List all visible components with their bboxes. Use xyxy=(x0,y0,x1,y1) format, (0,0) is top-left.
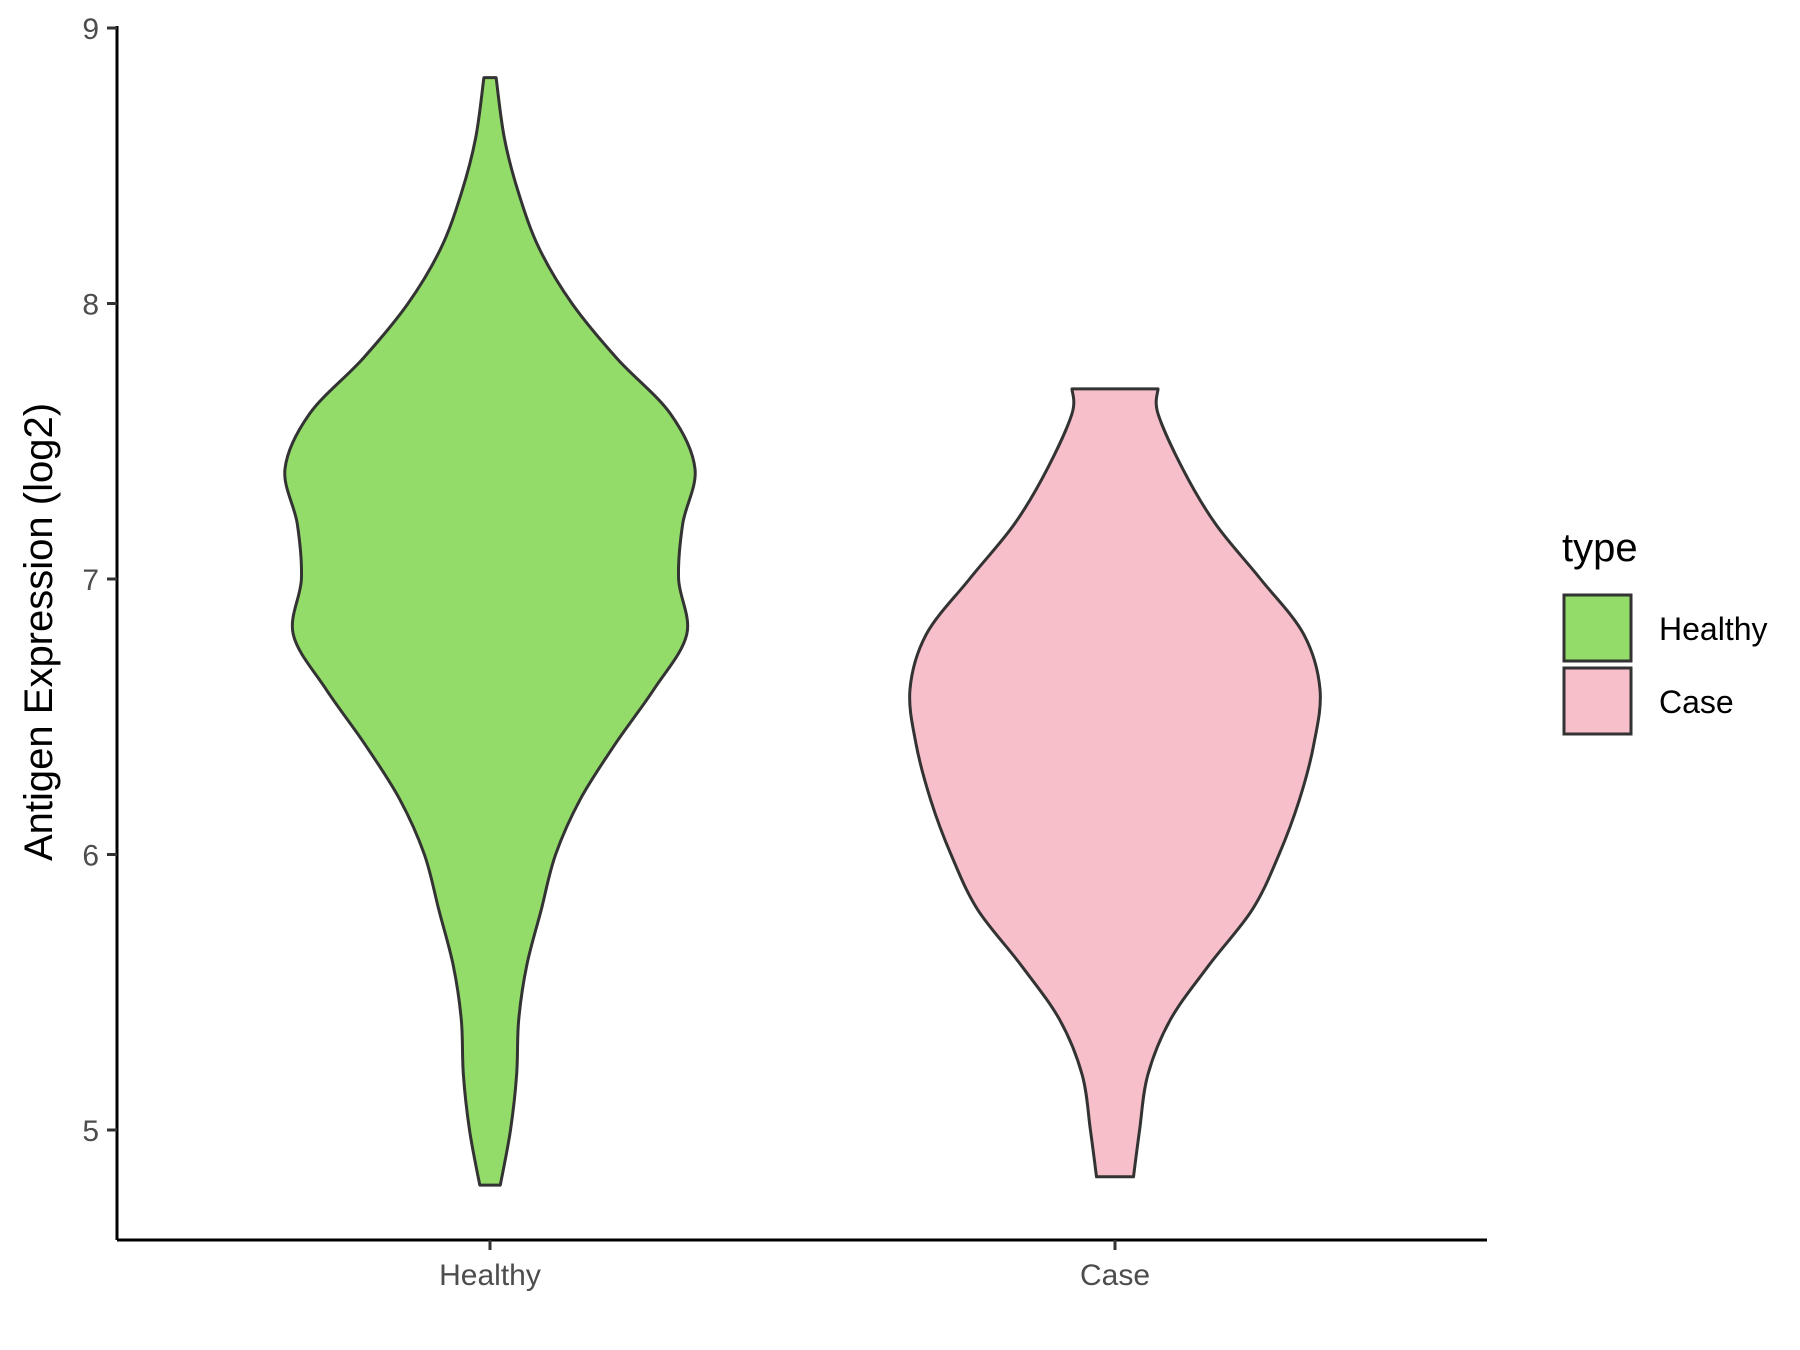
violin-case xyxy=(908,387,1322,1179)
legend-label-case: Case xyxy=(1659,684,1734,720)
legend-label-healthy: Healthy xyxy=(1659,611,1768,647)
legend: type Healthy Case xyxy=(1562,526,1768,736)
y-tick-label: 6 xyxy=(82,840,99,873)
y-tick-label: 5 xyxy=(82,1115,99,1148)
x-tick-label: Healthy xyxy=(439,1259,541,1292)
y-axis-ticks: 5 6 7 8 9 xyxy=(82,13,117,1148)
y-axis-title: Antigen Expression (log2) xyxy=(17,403,61,861)
legend-swatch-healthy xyxy=(1562,593,1633,663)
y-tick-label: 8 xyxy=(82,289,99,322)
legend-swatch-case xyxy=(1562,666,1633,736)
x-axis-ticks: Healthy Case xyxy=(439,1240,1150,1292)
legend-title: type xyxy=(1562,526,1638,570)
violin-layer xyxy=(283,76,1322,1187)
y-tick-label: 9 xyxy=(82,13,99,46)
violin-healthy xyxy=(283,76,697,1187)
y-tick-label: 7 xyxy=(82,564,99,597)
x-tick-label: Case xyxy=(1080,1259,1150,1292)
